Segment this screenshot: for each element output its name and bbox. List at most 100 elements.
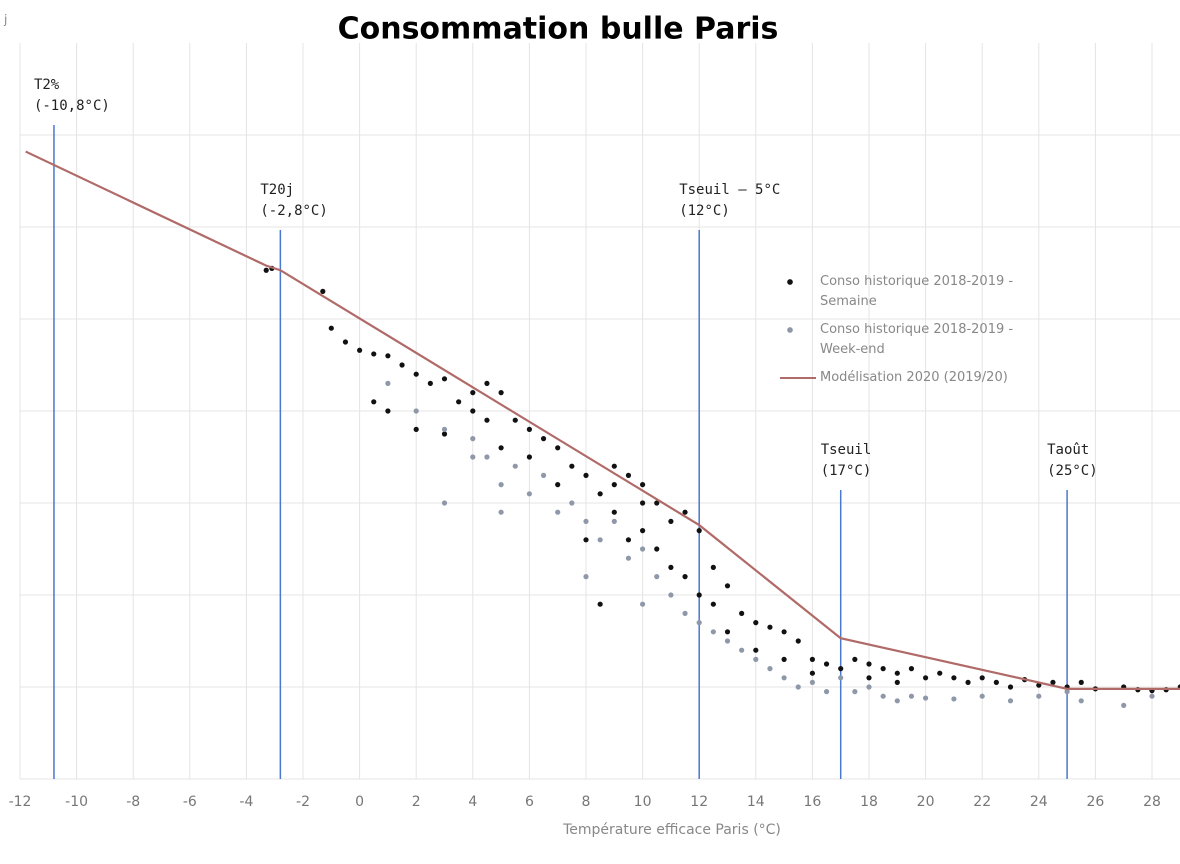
point [512, 463, 518, 469]
annotation-text: (-10,8°C) [34, 98, 110, 114]
point [809, 656, 816, 663]
point [555, 445, 561, 451]
annotation-text: (-2,8°C) [260, 203, 327, 219]
x-tick-label: 8 [582, 794, 591, 810]
point [781, 656, 787, 663]
point [894, 679, 900, 686]
x-tick-label: 26 [1086, 794, 1104, 810]
annotation-text: Taoût [1047, 442, 1089, 458]
legend-symbol [780, 320, 820, 340]
x-tick-label: 24 [1030, 794, 1048, 810]
x-tick-label: 12 [690, 794, 708, 810]
point [263, 267, 269, 273]
annotation-text: Tseuil [821, 442, 872, 458]
point [640, 546, 646, 552]
point [484, 454, 490, 460]
point [951, 696, 957, 702]
x-tick-label: -2 [296, 794, 310, 810]
point [611, 463, 617, 469]
point [385, 408, 391, 414]
point [371, 351, 377, 357]
point [470, 436, 476, 442]
x-tick-label: 4 [468, 794, 477, 810]
point [866, 661, 872, 667]
point [767, 666, 773, 672]
x-tick-label: 22 [973, 794, 991, 810]
point [753, 647, 759, 653]
point [866, 684, 872, 690]
point [654, 500, 660, 506]
point [1078, 679, 1084, 686]
point [583, 472, 589, 478]
point [1050, 679, 1056, 686]
point [611, 518, 617, 525]
point [668, 518, 674, 525]
point [1007, 684, 1014, 690]
point [880, 693, 886, 699]
x-tick-label: 6 [525, 794, 534, 810]
point [965, 679, 971, 686]
point [555, 509, 561, 515]
point [710, 629, 716, 635]
legend-item: Conso historique 2018-2019 - Semaine [780, 272, 1070, 312]
legend-label: Conso historique 2018-2019 - Week-end [820, 322, 1014, 357]
x-tick-label: 14 [747, 794, 765, 810]
point [894, 670, 900, 676]
annotation-text: Tseuil – 5°C [679, 182, 780, 198]
point [795, 638, 801, 644]
point [470, 408, 476, 414]
point [654, 574, 660, 580]
annotation-text: T2% [34, 77, 60, 93]
point [413, 426, 419, 432]
point [441, 500, 448, 506]
x-tick-label: -4 [239, 794, 253, 810]
point [640, 500, 646, 506]
point [908, 666, 915, 672]
point [399, 362, 405, 368]
point [441, 431, 448, 437]
point [682, 610, 688, 617]
point [427, 380, 433, 386]
point [724, 638, 731, 644]
point [555, 482, 561, 488]
point [993, 679, 999, 686]
annotation-text: (12°C) [679, 203, 730, 219]
point [781, 675, 787, 681]
point [767, 624, 773, 630]
annotation-text: (17°C) [821, 463, 872, 479]
point [682, 509, 688, 515]
point [625, 537, 632, 543]
x-tick-label: -12 [9, 794, 32, 810]
point [823, 661, 830, 667]
x-tick-label: 20 [917, 794, 935, 810]
point [611, 482, 617, 488]
point [710, 601, 716, 607]
point [320, 288, 326, 294]
point [668, 564, 674, 571]
point [569, 463, 575, 469]
point [371, 399, 377, 405]
point [526, 491, 533, 497]
point [597, 491, 603, 497]
annotation-text: (25°C) [1047, 463, 1098, 479]
point [540, 436, 547, 442]
y-label: j [3, 13, 7, 27]
point [809, 679, 816, 686]
point [328, 325, 334, 331]
x-tick-label: -8 [126, 794, 140, 810]
model-line [25, 150, 1180, 690]
point [979, 675, 985, 681]
point [526, 454, 533, 460]
point [498, 390, 504, 396]
point [597, 537, 603, 543]
legend-label: Conso historique 2018-2019 - Semaine [820, 274, 1014, 309]
legend-label: Modélisation 2020 (2019/20) [820, 370, 1008, 385]
point [696, 592, 702, 598]
point [597, 601, 603, 607]
point [441, 426, 448, 432]
x-tick-label: -6 [183, 794, 197, 810]
legend: Conso historique 2018-2019 - Semaine Cons… [780, 272, 1070, 396]
point [753, 656, 759, 663]
annotation-text: T20j [260, 182, 294, 198]
point [569, 500, 575, 506]
